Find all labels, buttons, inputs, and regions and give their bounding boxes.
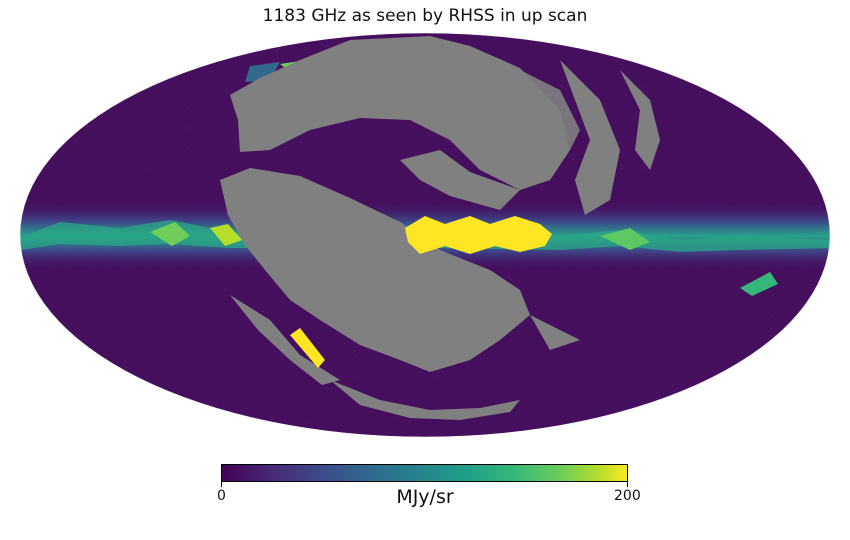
colorbar-tick-max bbox=[627, 482, 628, 487]
map-title: 1183 GHz as seen by RHSS in up scan bbox=[262, 6, 588, 26]
colorbar-unit-label: MJy/sr bbox=[396, 486, 454, 508]
colorbar-min-label: 0 bbox=[217, 488, 226, 504]
colorbar-tick-min bbox=[221, 482, 222, 487]
colorbar bbox=[221, 464, 628, 482]
colorbar-max-label: 200 bbox=[614, 488, 641, 504]
